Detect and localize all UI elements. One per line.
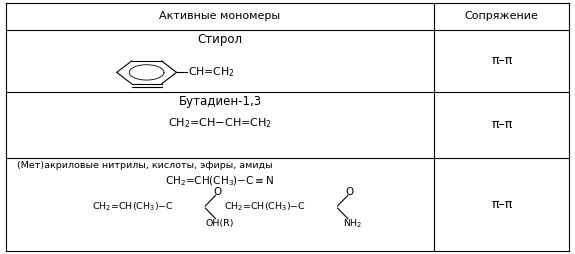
Text: Сопряжение: Сопряжение bbox=[465, 11, 539, 21]
Text: CH$_2$=CH(CH$_3$)$-$C: CH$_2$=CH(CH$_3$)$-$C bbox=[92, 201, 174, 213]
Text: π–π: π–π bbox=[491, 118, 512, 132]
Text: Стирол: Стирол bbox=[197, 33, 243, 46]
Text: π–π: π–π bbox=[491, 54, 512, 68]
Text: Бутадиен-1,3: Бутадиен-1,3 bbox=[178, 95, 262, 108]
Text: CH$_2$=CH(CH$_3$)$-$C: CH$_2$=CH(CH$_3$)$-$C bbox=[224, 201, 306, 213]
Text: NH$_2$: NH$_2$ bbox=[343, 217, 362, 230]
Text: O: O bbox=[213, 187, 221, 197]
Text: O: O bbox=[346, 187, 354, 197]
Text: CH$_2$=CH(CH$_3$)$-$C$\equiv$N: CH$_2$=CH(CH$_3$)$-$C$\equiv$N bbox=[165, 175, 275, 188]
Text: CH=CH$_2$: CH=CH$_2$ bbox=[188, 66, 235, 79]
Text: (Мет)акриловые нитрилы, кислоты, эфиры, амиды: (Мет)акриловые нитрилы, кислоты, эфиры, … bbox=[17, 161, 273, 170]
Text: π–π: π–π bbox=[491, 198, 512, 211]
Text: OH(R): OH(R) bbox=[206, 219, 235, 228]
Text: CH$_2$=CH$-$CH=CH$_2$: CH$_2$=CH$-$CH=CH$_2$ bbox=[168, 116, 272, 130]
Text: Активные мономеры: Активные мономеры bbox=[159, 11, 281, 21]
